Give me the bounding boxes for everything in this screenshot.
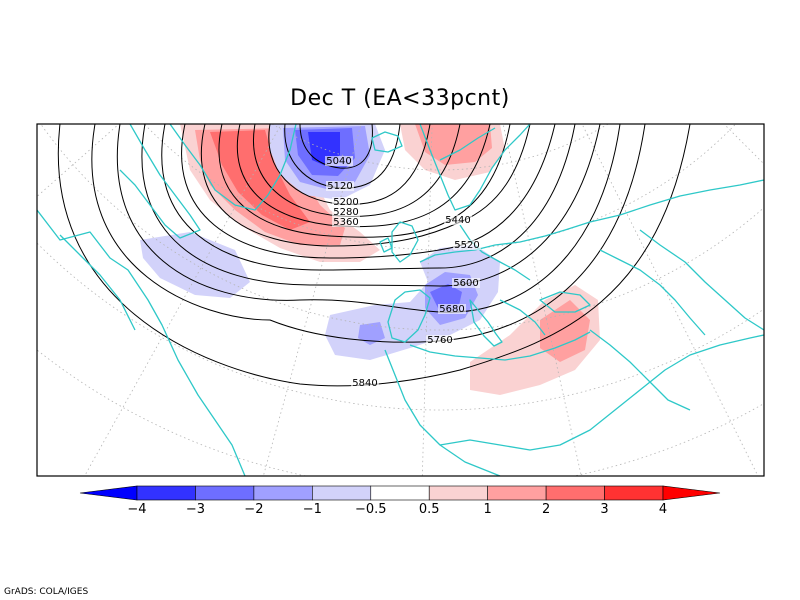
colorbar-tick-label: −3 (186, 502, 205, 517)
colorbar-box (487, 485, 547, 501)
contour-5600 (141, 124, 601, 287)
coast-black-sea (539, 291, 591, 313)
coast-europe (419, 179, 764, 263)
contour-5680 (116, 124, 621, 313)
colorbar-arrow-left (79, 485, 138, 501)
contour-label-5760: 5760 (427, 335, 452, 346)
contour-label-bg (438, 304, 466, 314)
colorbar-box (312, 485, 372, 501)
coast-iceland (371, 131, 403, 153)
colorbar-tick-label: 1 (484, 502, 492, 517)
map-frame (36, 123, 765, 477)
colorbar: −4 −3 −2 −1 −0.5 0.5 1 2 3 4 (79, 485, 721, 517)
colorbar-tick-label: −0.5 (355, 502, 387, 517)
colorbar-arrow-right (662, 485, 721, 501)
contour-label-5840: 5840 (352, 378, 377, 389)
contour-5520 (181, 124, 556, 259)
contour-label-bg (351, 378, 379, 388)
colorbar-box (136, 485, 196, 501)
colorbar-box (253, 485, 313, 501)
contour-label-5680: 5680 (439, 304, 464, 315)
cold-anomaly-atlantic (140, 232, 250, 298)
contour-label-5280: 5280 (333, 207, 358, 218)
contour-label-bg (332, 217, 360, 227)
colorbar-tick-label: 3 (600, 502, 608, 517)
contour-label-bg (452, 278, 480, 288)
colorbar-tick-label: 2 (542, 502, 550, 517)
colorbar-tick-label: 0.5 (419, 502, 440, 517)
anomaly-shading (140, 124, 600, 395)
coastlines (37, 124, 764, 476)
contour-label-bg (453, 240, 481, 250)
coast-labrador (119, 124, 201, 239)
coast-greenland (169, 124, 297, 211)
colorbar-box (428, 485, 488, 501)
colorbar-tick-label: −4 (127, 502, 146, 517)
colorbar-box (604, 485, 664, 501)
colorbar-tick-label: −1 (303, 502, 322, 517)
coast-north-america (37, 209, 246, 476)
coast-scandinavia (419, 124, 531, 211)
contour-label-5360: 5360 (333, 217, 358, 228)
coast-iberia (387, 289, 431, 343)
coast-mediterranean (409, 331, 591, 361)
colorbar-box (545, 485, 605, 501)
coast-arabia (589, 329, 691, 411)
coast-britain (391, 221, 419, 263)
contour-5040 (299, 124, 373, 169)
contour-5440 (200, 124, 531, 247)
credit-text: GrADS: COLA/IGES (4, 587, 89, 597)
contour-label-bg (332, 207, 360, 217)
contour-label-5520: 5520 (454, 240, 479, 251)
contour-label-5440: 5440 (445, 215, 470, 226)
contour-label-bg (426, 335, 454, 345)
contour-label-5040: 5040 (326, 156, 351, 167)
contour-label-5120: 5120 (327, 181, 352, 192)
contour-label-bg (325, 156, 353, 166)
colorbar-box (370, 485, 430, 501)
contour-label-5600: 5600 (453, 278, 478, 289)
contour-5760 (91, 124, 646, 343)
contour-label-bg (332, 197, 360, 207)
contour-label-bg (326, 181, 354, 191)
colorbar-tick-label: −2 (244, 502, 263, 517)
colorbar-tick-label: 4 (659, 502, 667, 517)
contour-label-bg (444, 215, 472, 225)
colorbar-box (195, 485, 255, 501)
contour-label-5200: 5200 (333, 197, 358, 208)
map-title: Dec T (EA<33pcnt) (290, 86, 510, 111)
coast-italy (469, 299, 503, 347)
coast-africa (384, 349, 501, 476)
